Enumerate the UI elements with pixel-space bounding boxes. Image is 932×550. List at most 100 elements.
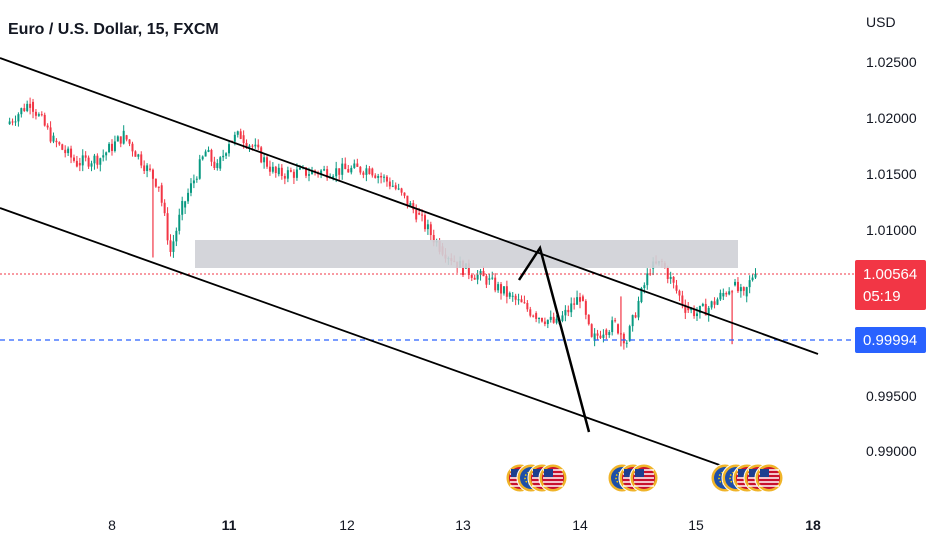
candle-body (157, 186, 160, 188)
candle-body (184, 201, 187, 208)
candle-body (353, 163, 356, 168)
candle-body (248, 145, 251, 148)
candle-body (140, 154, 143, 166)
candle-body (675, 285, 678, 291)
candle-body (195, 178, 198, 180)
channel-upper-line[interactable] (0, 57, 819, 355)
candle-body (61, 144, 64, 150)
candle-body (119, 136, 122, 144)
candle-body (368, 168, 371, 175)
flag-canton (749, 469, 758, 477)
candle-body (646, 273, 649, 286)
candle-body (20, 108, 23, 115)
candle-body (529, 309, 532, 316)
candle-body (154, 178, 157, 187)
candle-body (298, 167, 301, 170)
candle-body (111, 143, 113, 151)
candle-body (488, 278, 491, 280)
price-tick: 1.01500 (866, 166, 917, 182)
candle-body (8, 121, 11, 125)
candle-body (684, 304, 687, 313)
last-price-label: 1.00564 05:19 (855, 260, 926, 310)
candle-body (426, 224, 429, 230)
candle-body (596, 333, 599, 336)
candle-body (90, 163, 93, 167)
candle-body (245, 142, 248, 148)
candle-body (421, 214, 424, 216)
candle-body (584, 301, 587, 315)
candle-body (233, 134, 236, 142)
projection-path[interactable] (517, 244, 591, 433)
candlestick-series (8, 97, 757, 350)
candle-body (163, 202, 166, 214)
time-tick: 18 (805, 517, 821, 533)
candle-body (201, 156, 204, 160)
candle-body (365, 168, 368, 175)
candle-body (178, 214, 181, 231)
candle-body (634, 315, 637, 318)
candle-body (666, 267, 669, 279)
level-value: 0.99994 (863, 332, 918, 349)
candle-body (605, 329, 608, 335)
candle-body (546, 319, 549, 325)
candle-body (526, 302, 529, 310)
flag-canton (635, 469, 644, 477)
candle-body (356, 163, 359, 167)
candle-body (669, 276, 672, 279)
candle-body (347, 169, 350, 173)
candle-body (251, 145, 254, 147)
candle-body (388, 181, 391, 187)
candle-body (17, 114, 20, 122)
candle-body (622, 333, 625, 344)
candle-body (210, 149, 213, 162)
candle-body (704, 303, 707, 316)
candle-body (593, 333, 596, 341)
candle-body (108, 143, 111, 153)
candle-body (377, 176, 380, 178)
time-tick: 12 (339, 517, 355, 533)
candle-body (175, 230, 178, 242)
flag-canton (533, 469, 542, 477)
candle-body (719, 292, 722, 300)
candle-body (698, 305, 701, 314)
candle-body (736, 281, 739, 292)
candle-body (362, 172, 365, 175)
candle-body (198, 159, 201, 179)
candle-body (734, 281, 737, 286)
candle-body (49, 127, 52, 142)
candle-body (216, 163, 219, 168)
candle-body (567, 309, 570, 313)
candle-body (263, 157, 266, 163)
candle-body (429, 224, 432, 236)
candle-body (72, 157, 75, 161)
candle-body (70, 148, 73, 158)
candle-body (412, 203, 415, 210)
candle-body (344, 163, 347, 170)
candle-body (400, 188, 403, 193)
candle-body (99, 158, 102, 165)
candle-body (341, 163, 344, 175)
candle-body (58, 142, 61, 145)
candle-body (271, 166, 274, 172)
candle-body (722, 293, 725, 297)
candle-body (479, 270, 482, 275)
candle-body (323, 169, 326, 171)
candle-body (748, 280, 751, 288)
candle-body (707, 307, 710, 316)
channel-lower-line[interactable] (0, 207, 771, 484)
candle-body (87, 157, 90, 167)
candle-body (608, 332, 611, 335)
candle-body (43, 114, 46, 126)
candle-body (423, 215, 426, 230)
candle-body (359, 166, 362, 173)
candle-body (131, 143, 134, 152)
price-tick: 0.99500 (866, 388, 917, 404)
candle-body (122, 130, 125, 144)
economic-events (505, 463, 784, 493)
candle-body (26, 103, 29, 111)
resistance-zone[interactable] (195, 240, 738, 268)
candle-body (739, 287, 742, 292)
candle-body (403, 192, 406, 196)
candle-body (500, 284, 503, 294)
